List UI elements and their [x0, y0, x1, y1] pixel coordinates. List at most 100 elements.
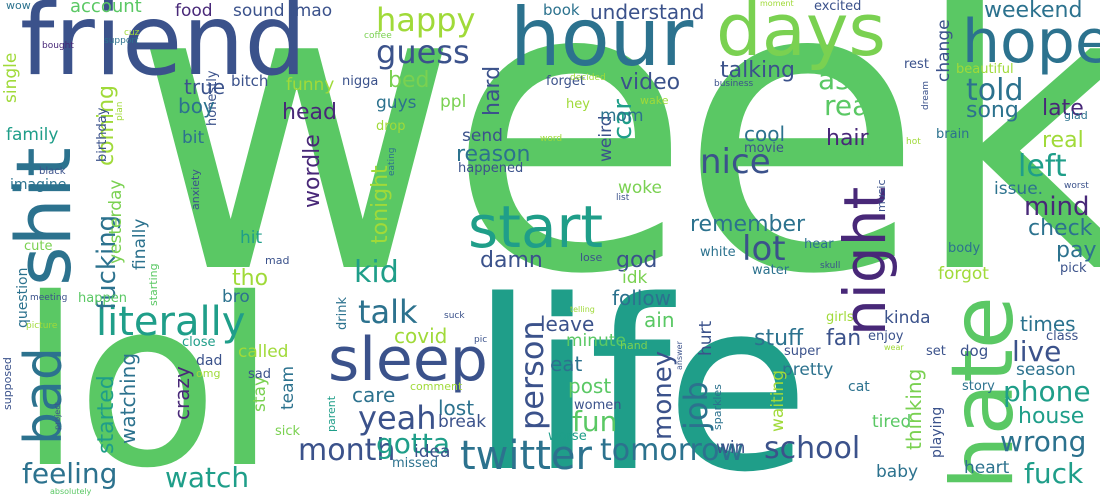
word-bro: bro	[222, 287, 250, 307]
word-issue: issue.	[994, 179, 1044, 199]
word-cool: cool	[744, 122, 786, 146]
word-guess: guess	[376, 33, 470, 71]
word-bad: bad	[14, 347, 74, 445]
word-wrong: wrong	[1000, 425, 1087, 458]
word-life: life	[470, 251, 810, 500]
word-win: win	[716, 438, 746, 458]
word-girls: girls	[826, 310, 854, 325]
word-enjoy: enjoy	[868, 329, 904, 344]
word-drop: drop	[376, 119, 406, 134]
word-read: read	[824, 89, 888, 122]
word-left: left	[1018, 149, 1067, 184]
word-tired: tired	[872, 412, 912, 432]
word-hit: hit	[240, 228, 263, 248]
word-talk: talk	[358, 293, 418, 331]
word-food: food	[175, 1, 213, 21]
word-season: season	[1016, 360, 1076, 380]
word-yesterday: yesterday	[106, 179, 126, 264]
word-lol: lol	[18, 249, 277, 500]
word-wear: wear	[884, 343, 904, 352]
word-word: word	[540, 134, 563, 144]
word-glad: glad	[1064, 109, 1088, 122]
word-book: book	[543, 1, 580, 19]
word-song: song	[966, 98, 1019, 123]
word-supposed: supposed	[1, 357, 14, 410]
word-finally: finally	[130, 218, 150, 270]
word-late: late	[1042, 96, 1084, 121]
word-picture: picture	[26, 321, 58, 331]
word-class: class	[1046, 329, 1079, 344]
word-absolutely: absolutely	[50, 487, 92, 496]
word-understand: understand	[590, 0, 705, 24]
word-omg: omg	[196, 367, 221, 380]
word-phone: phone	[1003, 375, 1091, 408]
word-check: check	[1028, 216, 1093, 241]
word-nigga: nigga	[342, 74, 379, 89]
word-pick: pick	[1060, 261, 1087, 276]
word-baby: baby	[876, 462, 919, 482]
word-true: true	[184, 75, 226, 99]
word-video: video	[620, 70, 681, 95]
word-change: change	[934, 19, 954, 82]
word-mom: mom	[600, 106, 644, 126]
word-woke: woke	[618, 178, 663, 198]
word-pretty: pretty	[782, 360, 834, 380]
word-watching: watching	[116, 352, 140, 444]
word-thinking: thinking	[902, 368, 926, 450]
word-account: account	[70, 0, 142, 17]
word-ppl: ppl	[440, 92, 467, 112]
word-fan: fan	[826, 326, 862, 351]
word-wow: wow	[6, 0, 31, 12]
word-forgot: forgot	[938, 264, 989, 284]
word-live: live	[1012, 335, 1062, 368]
word-weekend: weekend	[984, 0, 1083, 23]
word-comment: comment	[410, 380, 463, 393]
word-nice: nice	[700, 142, 771, 182]
word-follow: follow	[612, 286, 671, 310]
word-head: head	[282, 100, 337, 125]
word-support: support	[104, 36, 139, 46]
word-women: women	[574, 398, 622, 413]
word-talking: talking	[720, 58, 795, 83]
word-dream: dream	[921, 80, 931, 110]
word-suck: suck	[444, 311, 465, 321]
word-minute: minute	[566, 331, 626, 351]
word-worst: worst	[1064, 181, 1089, 191]
word-bed: bed	[388, 68, 430, 93]
word-yeah: yeah	[358, 399, 437, 437]
word-lost: lost	[438, 396, 475, 420]
word-lot: lot	[742, 229, 786, 269]
word-beautiful: beautiful	[956, 62, 1014, 77]
word-week: week	[133, 0, 1100, 362]
word-lose: lose	[580, 251, 603, 264]
word-tho: tho	[232, 266, 269, 291]
word-send: send	[462, 126, 503, 146]
word-playing: playing	[929, 406, 945, 458]
word-birthday: birthday	[95, 107, 110, 162]
word-tonight: tonight	[368, 165, 393, 244]
word-person: person	[513, 320, 551, 430]
word-hot: hot	[906, 137, 921, 147]
word-fun: fun	[572, 405, 618, 438]
word-crazy: crazy	[170, 366, 194, 420]
word-worse: worse	[548, 429, 587, 444]
word-happen: happen	[78, 291, 127, 306]
word-plan: plan	[115, 101, 125, 121]
word-bitch: bitch	[231, 72, 269, 90]
word-pic: pic	[474, 335, 488, 345]
word-covid: covid	[394, 324, 448, 348]
word-start: start	[468, 193, 604, 261]
word-school: school	[764, 431, 861, 466]
word-dog: dog	[960, 342, 989, 360]
word-list: list	[616, 193, 630, 203]
word-gotta: gotta	[376, 427, 451, 460]
word-hey: hey	[566, 97, 590, 112]
word-water: water	[752, 263, 790, 278]
word-black: black	[39, 166, 66, 177]
word-break: break	[438, 412, 487, 432]
word-sad: sad	[248, 367, 271, 382]
word-watch: watch	[165, 461, 250, 494]
word-boy: boy	[178, 94, 215, 118]
word-friend: friend	[20, 0, 307, 98]
